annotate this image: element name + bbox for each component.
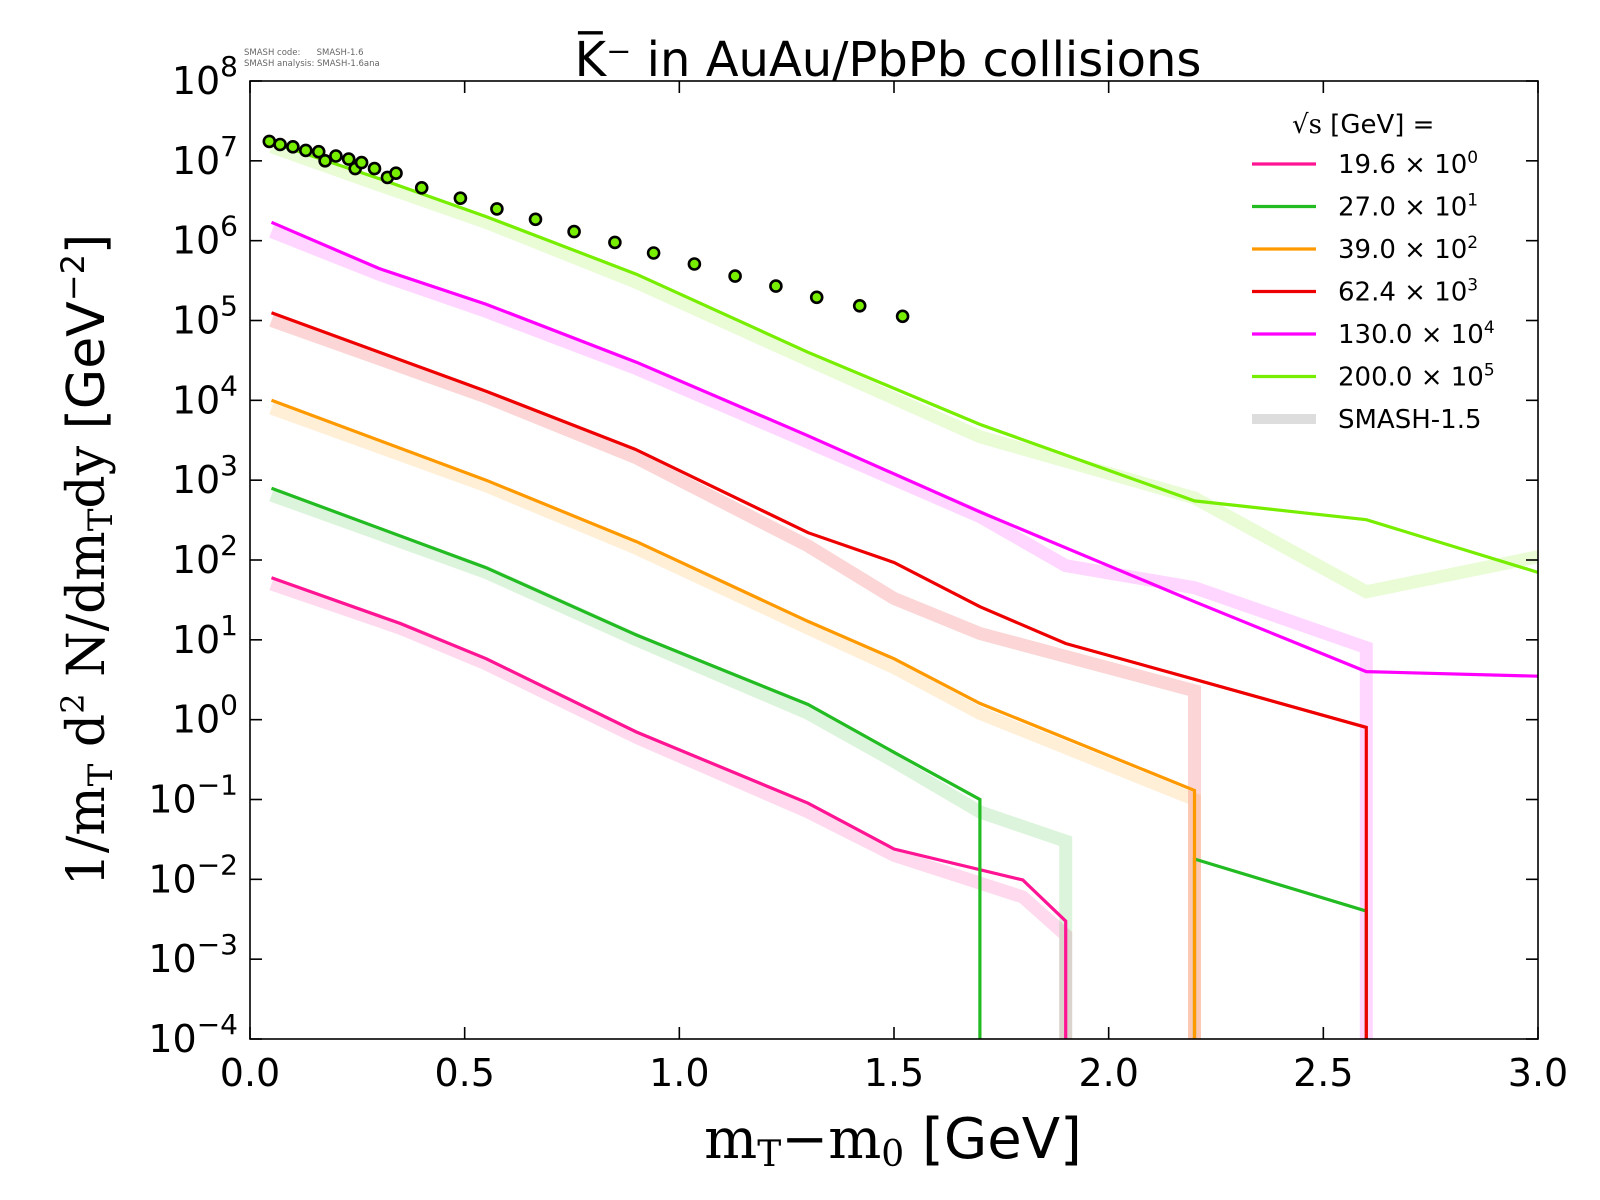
series-line-0 xyxy=(270,576,1068,1039)
ref-series-line-9 xyxy=(269,401,1201,1039)
series-line-4 xyxy=(270,311,1368,1039)
watermark-line-1: SMASH code: SMASH-1.6 xyxy=(244,48,364,58)
data-marker xyxy=(809,290,824,305)
series-line-6 xyxy=(270,140,1538,574)
y-tick-label: 10−1 xyxy=(148,769,238,822)
data-marker xyxy=(608,235,622,250)
x-tick-label: 1.5 xyxy=(864,1051,924,1095)
data-marker xyxy=(490,202,504,216)
data-marker xyxy=(367,161,382,176)
y-tick-label: 106 xyxy=(172,210,238,263)
series-line-2 xyxy=(1192,856,1368,1039)
legend-label-6: SMASH-1.5 xyxy=(1338,405,1482,435)
ref-series-line-12 xyxy=(269,140,1538,599)
y-axis-label: 1/mT d2 N/dmTdy [GeV−2] xyxy=(54,234,121,886)
data-marker xyxy=(687,257,702,271)
data-marker xyxy=(414,181,429,195)
data-marker xyxy=(311,144,326,159)
legend-header: √s [GeV] = xyxy=(1292,110,1434,140)
data-marker xyxy=(389,166,403,180)
data-marker xyxy=(769,279,783,293)
series-line-5 xyxy=(270,220,1538,678)
ref-series-line-8 xyxy=(269,488,1073,1039)
y-tick-label: 100 xyxy=(172,689,238,742)
data-marker xyxy=(273,137,287,152)
x-axis-label: mT−m0 [GeV] xyxy=(704,1107,1082,1175)
data-marker xyxy=(298,143,313,158)
y-tick-label: 104 xyxy=(172,369,238,422)
legend: √s [GeV] = 19.6 × 100 27.0 × 101 39.0 × 10… xyxy=(1252,110,1495,435)
data-marker xyxy=(341,152,356,166)
data-marker xyxy=(528,212,543,227)
data-marker xyxy=(728,269,742,283)
legend-label-5: 200.0 × 105 xyxy=(1338,361,1495,393)
y-tick-label: 10−4 xyxy=(148,1008,238,1061)
x-tick-label: 1.0 xyxy=(649,1051,709,1095)
data-marker xyxy=(286,140,300,154)
y-tick-label: 101 xyxy=(172,609,238,662)
x-tick-label: 3.0 xyxy=(1508,1051,1568,1095)
x-tick-label: 2.5 xyxy=(1293,1051,1353,1095)
chart-title: K̅⁻ in AuAu/PbPb collisions xyxy=(575,30,1202,88)
y-tick-label: 10−2 xyxy=(148,848,238,901)
data-marker xyxy=(646,246,661,260)
y-tick-label: 105 xyxy=(172,290,238,343)
series-line-3 xyxy=(270,398,1197,1039)
ref-series-line-11 xyxy=(269,225,1373,1039)
x-tick-label: 0.5 xyxy=(434,1051,494,1095)
data-marker xyxy=(852,298,867,313)
ref-series-line-10 xyxy=(269,314,1201,1039)
legend-label-3: 62.4 × 103 xyxy=(1338,276,1478,308)
y-tick-label: 103 xyxy=(172,449,238,502)
data-marker xyxy=(567,224,581,239)
y-tick-label: 102 xyxy=(172,529,238,582)
data-marker xyxy=(354,155,369,170)
y-tick-label: 10−3 xyxy=(148,928,238,981)
data-marker xyxy=(329,149,343,163)
legend-label-4: 130.0 × 104 xyxy=(1338,318,1495,350)
y-tick-label: 108 xyxy=(172,50,238,103)
legend-label-1: 27.0 × 101 xyxy=(1338,191,1478,223)
y-tick-label: 107 xyxy=(172,130,238,183)
ref-series-line-7 xyxy=(269,577,1073,1039)
x-tick-label: 2.0 xyxy=(1078,1051,1138,1095)
data-marker xyxy=(895,309,910,324)
x-tick-label: 0.0 xyxy=(220,1051,280,1095)
data-marker xyxy=(453,191,468,205)
data-marker xyxy=(262,134,277,149)
legend-label-0: 19.6 × 100 xyxy=(1338,148,1478,180)
data-marker xyxy=(318,154,332,168)
series-line-1 xyxy=(270,486,982,1039)
watermark-line-2: SMASH analysis: SMASH-1.6ana xyxy=(244,59,380,69)
legend-label-2: 39.0 × 102 xyxy=(1338,233,1478,265)
